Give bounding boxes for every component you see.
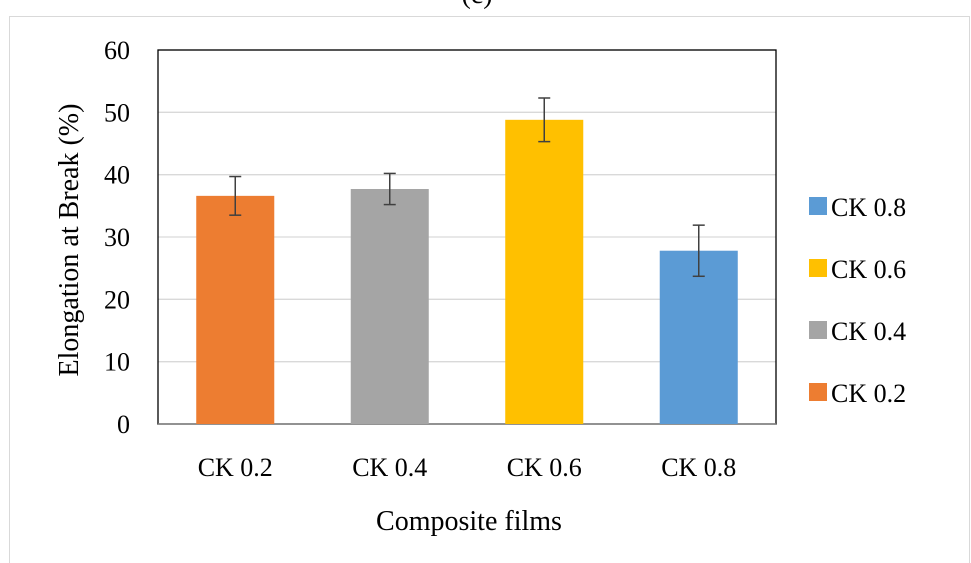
y-tick-label: 0 (117, 410, 130, 439)
bar (659, 250, 738, 424)
error-bar (538, 97, 551, 143)
y-tick-label: 50 (104, 98, 130, 127)
chart-frame (9, 16, 970, 563)
legend-item: CK 0.8 (809, 193, 906, 222)
x-tick-label: CK 0.4 (352, 453, 427, 482)
error-bars (229, 97, 705, 278)
x-tick-label: CK 0.6 (507, 453, 582, 482)
legend-swatch (809, 321, 827, 339)
y-tick-label: 10 (104, 348, 130, 377)
x-axis-title: Composite films (376, 506, 562, 537)
bar (350, 189, 429, 424)
legend-label: CK 0.6 (831, 255, 906, 284)
y-tick-label: 30 (104, 223, 130, 252)
y-tick-label: 40 (104, 161, 130, 190)
error-bar (229, 175, 242, 216)
legend-item: CK 0.2 (809, 379, 906, 408)
error-bar (383, 172, 396, 206)
error-bar (692, 224, 705, 278)
legend-label: CK 0.8 (831, 193, 906, 222)
y-tick-labels: 0 10 20 30 40 50 60 (104, 36, 130, 439)
y-tick-label: 20 (104, 285, 130, 314)
legend-swatch (809, 383, 827, 401)
y-tick-label: 60 (104, 36, 130, 65)
bar (196, 195, 275, 424)
y-axis-title: Elongation at Break (%) (54, 104, 85, 377)
legend-label: CK 0.4 (831, 317, 906, 346)
legend-label: CK 0.2 (831, 379, 906, 408)
x-tick-labels: CK 0.2 CK 0.4 CK 0.6 CK 0.8 (198, 453, 737, 482)
legend: CK 0.8 CK 0.6 CK 0.4 CK 0.2 (809, 193, 906, 408)
legend-swatch (809, 259, 827, 277)
x-tick-label: CK 0.2 (198, 453, 273, 482)
legend-item: CK 0.6 (809, 255, 906, 284)
bars (196, 119, 738, 425)
svg-text:(c): (c) (461, 0, 492, 10)
x-tick-label: CK 0.8 (661, 453, 736, 482)
bar (505, 119, 584, 425)
legend-item: CK 0.4 (809, 317, 906, 346)
chart-title-fragment: (c) (461, 0, 492, 10)
legend-swatch (809, 197, 827, 215)
